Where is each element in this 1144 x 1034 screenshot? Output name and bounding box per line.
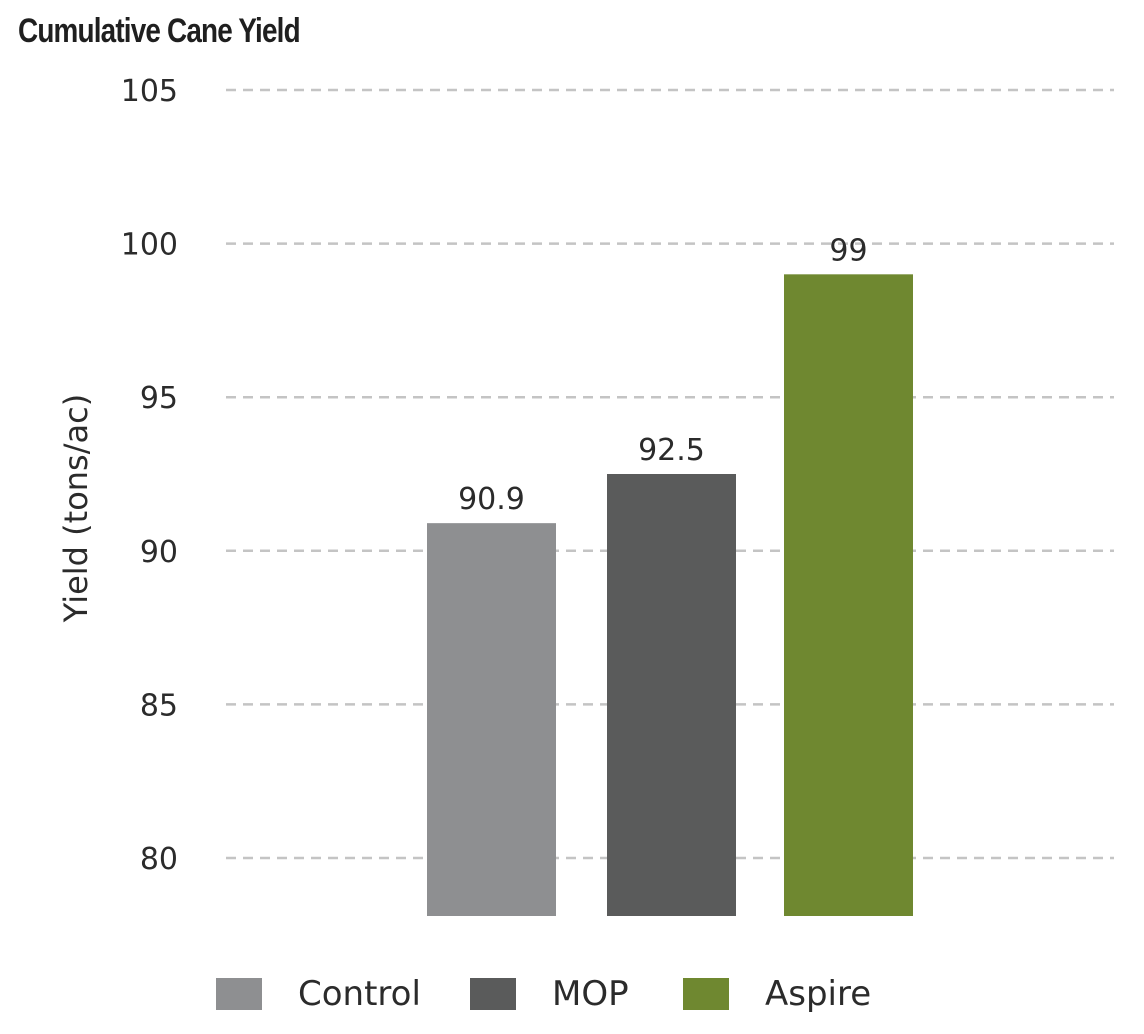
legend-item-aspire: Aspire [683,966,871,1022]
chart-title: Cumulative Cane Yield [18,12,301,50]
value-label-aspire: 99 [829,233,867,268]
bars [427,274,913,916]
bar-mop [607,474,736,916]
y-tick-label-100: 100 [121,228,178,263]
legend-label-mop: MOP [552,974,629,1014]
legend-swatch-aspire [683,978,729,1010]
legend-item-mop: MOP [470,966,629,1022]
legend-swatch-control [216,978,262,1010]
bar-aspire [784,274,913,916]
value-label-mop: 92.5 [638,433,705,468]
legend-label-control: Control [298,974,421,1014]
y-axis-ticks: 80 85 90 95 100 105 [121,74,178,877]
y-axis-title: Yield (tons/ac) [57,394,95,623]
legend-label-aspire: Aspire [765,974,872,1014]
y-tick-label-95: 95 [140,381,178,416]
value-labels: 90.9 92.5 99 [458,233,867,517]
bar-control [427,523,556,916]
y-tick-label-105: 105 [121,74,178,109]
y-tick-label-85: 85 [140,688,178,723]
legend-swatch-mop [470,978,516,1010]
value-label-control: 90.9 [458,482,525,517]
y-tick-label-90: 90 [140,535,178,570]
legend: Control MOP Aspire [0,966,1144,1022]
bar-chart: 80 85 90 95 100 105 90.9 92.5 99 Yield (tons/ac… [57,74,1114,916]
legend-item-control: Control [216,966,421,1022]
y-tick-label-80: 80 [140,842,178,877]
